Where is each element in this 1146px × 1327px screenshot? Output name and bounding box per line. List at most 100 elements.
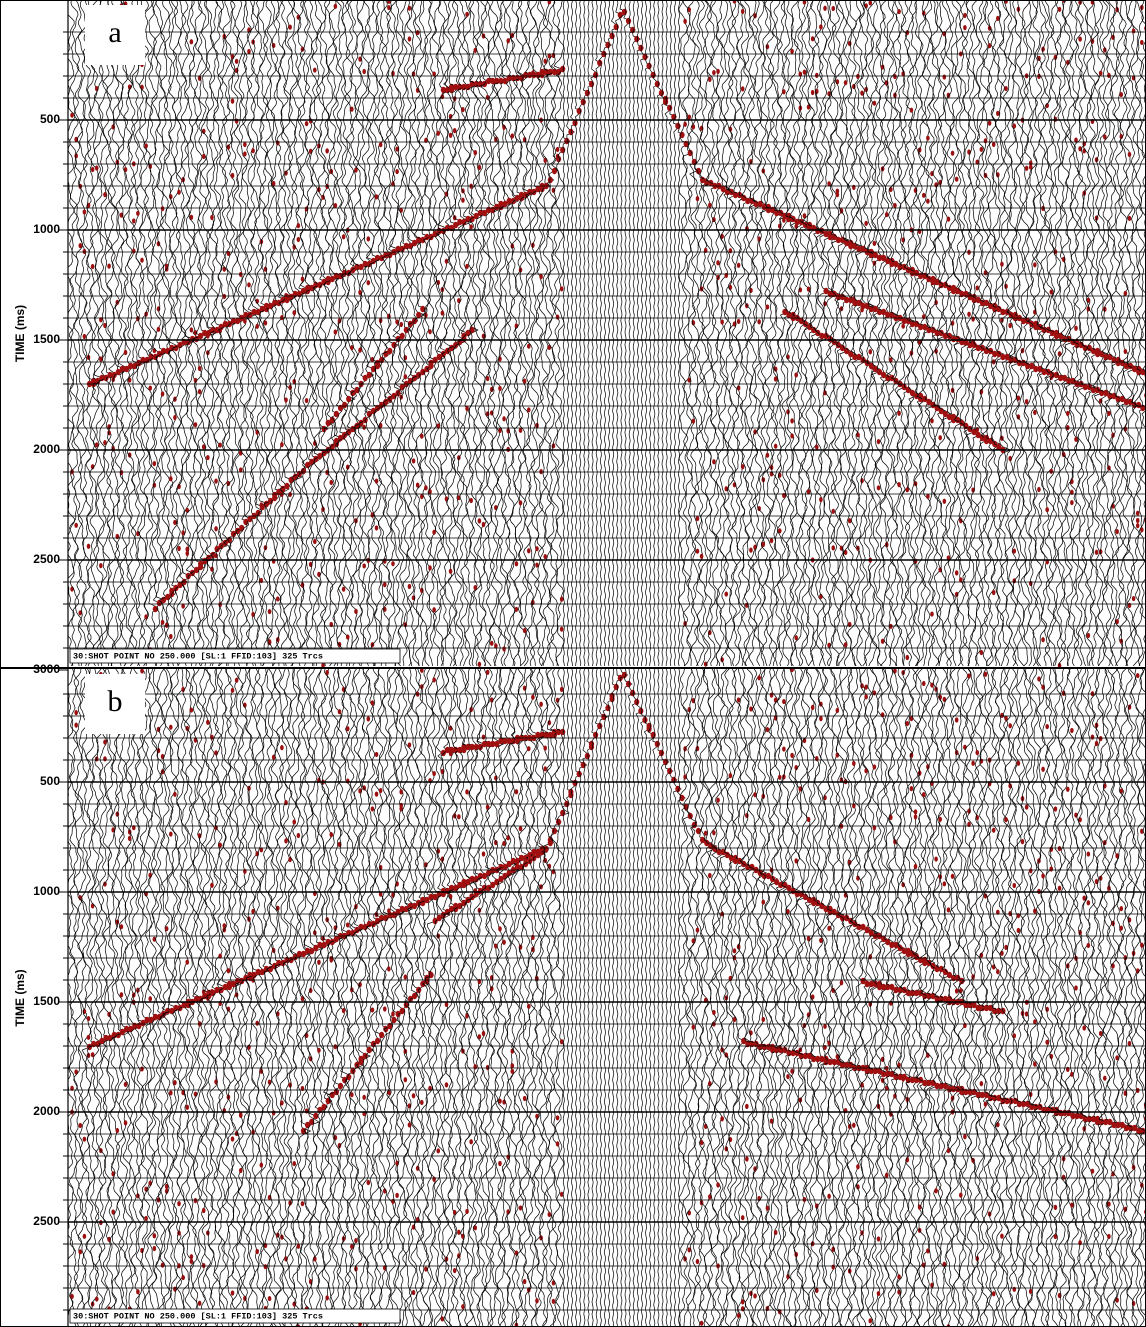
event-peak	[605, 705, 610, 711]
noise-peak	[807, 489, 811, 494]
noise-peak	[914, 864, 918, 869]
noise-peak	[523, 378, 527, 383]
noise-peak	[412, 1290, 416, 1295]
noise-peak	[893, 839, 897, 844]
noise-peak	[786, 217, 790, 222]
noise-peak	[153, 1233, 157, 1238]
noise-peak	[1087, 900, 1091, 905]
noise-peak	[519, 500, 523, 505]
noise-peak	[260, 502, 264, 507]
noise-peak	[416, 88, 420, 93]
noise-peak	[144, 1216, 148, 1221]
noise-peak	[885, 1066, 889, 1071]
noise-peak	[132, 248, 136, 253]
noise-peak	[819, 497, 823, 502]
noise-peak	[1066, 787, 1070, 792]
noise-peak	[873, 764, 877, 769]
noise-peak	[1091, 1169, 1095, 1174]
noise-peak	[963, 25, 967, 30]
noise-peak	[1045, 507, 1049, 512]
noise-peak	[486, 376, 490, 381]
noise-peak	[202, 1208, 206, 1213]
noise-peak	[87, 544, 91, 549]
noise-peak	[741, 9, 745, 14]
noise-peak	[770, 538, 774, 543]
noise-peak	[539, 274, 543, 279]
noise-peak	[255, 1021, 259, 1026]
noise-peak	[428, 489, 432, 494]
noise-peak	[243, 319, 247, 324]
noise-peak	[486, 670, 490, 675]
noise-peak	[980, 147, 984, 152]
event-peak	[428, 363, 433, 369]
noise-peak	[980, 1081, 984, 1086]
noise-peak	[815, 445, 819, 450]
noise-peak	[161, 206, 165, 211]
noise-peak	[737, 319, 741, 324]
noise-peak	[992, 828, 996, 833]
noise-peak	[206, 333, 210, 338]
noise-peak	[103, 192, 107, 197]
noise-peak	[794, 372, 798, 377]
noise-peak	[708, 203, 712, 208]
noise-peak	[128, 836, 132, 841]
noise-peak	[148, 996, 152, 1001]
noise-peak	[313, 539, 317, 544]
noise-peak	[404, 355, 408, 360]
noise-peak	[515, 607, 519, 612]
noise-peak	[757, 506, 761, 511]
noise-peak	[506, 1209, 510, 1214]
noise-peak	[971, 761, 975, 766]
noise-peak	[297, 223, 301, 228]
noise-peak	[1070, 1202, 1074, 1207]
noise-peak	[498, 926, 502, 931]
noise-peak	[1025, 399, 1029, 404]
noise-peak	[354, 609, 358, 614]
noise-peak	[823, 1024, 827, 1029]
noise-peak	[1008, 723, 1012, 728]
noise-peak	[399, 789, 403, 794]
noise-peak	[210, 883, 214, 888]
noise-peak	[334, 203, 338, 208]
noise-peak	[292, 819, 296, 824]
noise-peak	[420, 1100, 424, 1105]
noise-peak	[198, 366, 202, 371]
noise-peak	[157, 327, 161, 332]
noise-peak	[140, 668, 144, 673]
noise-peak	[107, 264, 111, 269]
noise-peak	[811, 90, 815, 95]
noise-peak	[1136, 523, 1140, 528]
noise-peak	[297, 237, 301, 242]
noise-peak	[1058, 7, 1062, 12]
noise-peak	[498, 1161, 502, 1166]
noise-peak	[498, 386, 502, 391]
noise-peak	[375, 525, 379, 530]
noise-peak	[502, 940, 506, 945]
noise-peak	[914, 814, 918, 819]
noise-peak	[284, 838, 288, 843]
noise-peak	[255, 324, 259, 329]
noise-peak	[280, 1100, 284, 1105]
noise-peak	[74, 523, 78, 528]
annotation: 30:SHOT POINT NO 250.000 [SL:1 FFID:103]…	[73, 651, 323, 661]
y-axis-label: TIME (ms)	[13, 305, 27, 362]
noise-peak	[535, 1298, 539, 1303]
noise-peak	[1025, 805, 1029, 810]
noise-peak	[757, 675, 761, 680]
event-peak	[321, 426, 326, 432]
noise-peak	[432, 771, 436, 776]
noise-peak	[831, 1264, 835, 1269]
noise-peak	[943, 74, 947, 79]
noise-peak	[1070, 500, 1074, 505]
noise-peak	[560, 286, 564, 291]
noise-peak	[831, 545, 835, 550]
noise-peak	[173, 415, 177, 420]
noise-peak	[955, 177, 959, 182]
noise-peak	[692, 1025, 696, 1030]
event-peak	[675, 123, 680, 129]
noise-peak	[210, 215, 214, 220]
noise-peak	[1128, 216, 1132, 221]
noise-peak	[408, 1122, 412, 1127]
noise-peak	[1017, 928, 1021, 933]
noise-peak	[239, 1168, 243, 1173]
